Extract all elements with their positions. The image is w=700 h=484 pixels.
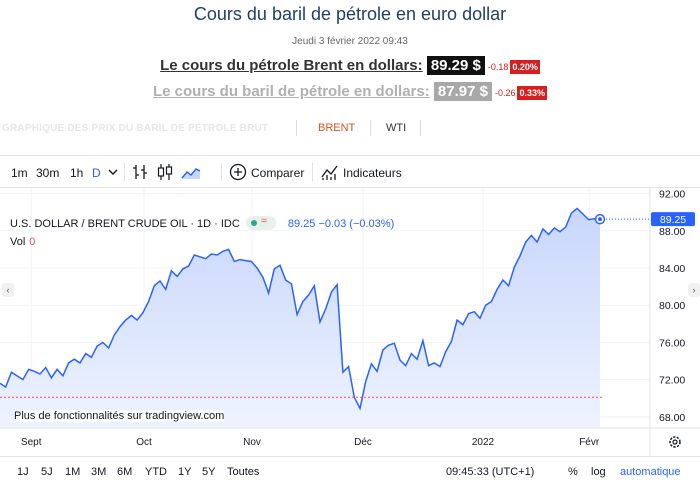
time-tick-label: Déc xyxy=(354,437,372,448)
timeframe-1h-button[interactable]: 1h xyxy=(70,166,84,180)
price-tick-label: 88.00 xyxy=(659,226,685,238)
price-chart[interactable]: 92.00 88.00 84.00 80.00 76.00 72.00 68.00 Sept… xyxy=(0,188,700,456)
price-line xyxy=(0,207,601,411)
price-axis: 92.00 88.00 84.00 80.00 76.00 72.00 68.00 xyxy=(659,189,685,424)
brent-price-percent-badge: 0.20% xyxy=(510,60,540,74)
auto-scale-toggle[interactable]: automatique xyxy=(620,466,681,478)
tab-brent[interactable]: BRENT xyxy=(318,122,356,134)
brent-price-link[interactable]: Le cours du pétrole Brent en dollars: xyxy=(160,57,423,74)
range-bar: 1J 5J 1M 3M 6M YTD 1Y 5Y Toutes 09:45:33… xyxy=(0,456,700,484)
brent-price-change: -0.18 xyxy=(487,62,509,72)
tab-wti[interactable]: WTI xyxy=(386,122,407,134)
price-tick-label: 68.00 xyxy=(659,412,685,424)
scroll-right-arrow-icon[interactable]: › xyxy=(688,283,700,297)
range-ytd-button[interactable]: YTD xyxy=(145,466,167,478)
baril-price-change: -0.26 xyxy=(494,88,516,98)
chevron-down-icon[interactable] xyxy=(106,162,120,182)
last-price-dot-center xyxy=(598,217,602,222)
area-chart-icon[interactable] xyxy=(180,162,202,182)
compare-button[interactable]: Comparer xyxy=(251,166,305,180)
indicators-button[interactable]: Indicateurs xyxy=(343,166,402,180)
price-area xyxy=(0,208,600,428)
baril-price-link[interactable]: Le cours du baril de pétrole en dollars: xyxy=(153,83,430,100)
timeframe-d-button[interactable]: D xyxy=(92,166,101,180)
range-5y-button[interactable]: 5Y xyxy=(202,466,216,478)
approx-symbol: ≈ xyxy=(260,215,267,227)
plus-circle-icon[interactable] xyxy=(228,162,248,182)
toolbar-divider xyxy=(221,163,222,181)
toolbar-divider xyxy=(124,163,125,181)
chart-tabs: GRAPHIQUE DES PRIX DU BARIL DE PÉTROLE B… xyxy=(0,116,700,142)
scroll-left-arrow-icon[interactable]: ‹ xyxy=(2,283,14,297)
volume-legend: Vol 0 xyxy=(10,236,35,248)
time-tick-label: Oct xyxy=(136,437,152,448)
page-date: Jeudi 3 février 2022 09:43 xyxy=(292,36,408,47)
range-6m-button[interactable]: 6M xyxy=(117,466,133,478)
quote-values: 89.25 −0.03 (−0.03%) xyxy=(287,218,395,230)
settings-gear-icon xyxy=(669,436,681,448)
market-status-pill[interactable]: ≈ xyxy=(245,215,276,230)
price-tick-label: 72.00 xyxy=(659,375,685,387)
symbol-title: U.S. DOLLAR / BRENT CRUDE OIL · 1D · IDC xyxy=(10,218,240,230)
time-tick-label: Nov xyxy=(243,437,261,448)
price-tick-label: 92.00 xyxy=(659,189,685,201)
time-tick-label: 2022 xyxy=(472,437,495,448)
candles-icon[interactable] xyxy=(155,162,175,182)
tab-divider xyxy=(370,120,371,136)
tab-divider xyxy=(296,120,297,136)
baril-price-line: Le cours du baril de pétrole en dollars:… xyxy=(0,82,700,101)
range-1m-button[interactable]: 1M xyxy=(65,466,81,478)
indicators-icon[interactable] xyxy=(320,162,340,182)
range-1y-button[interactable]: 1Y xyxy=(178,466,192,478)
timeframe-30m-button[interactable]: 30m xyxy=(36,166,60,180)
chart-legend: U.S. DOLLAR / BRENT CRUDE OIL · 1D · IDC… xyxy=(10,215,395,230)
chart-toolbar: 1m 30m 1h D xyxy=(0,156,700,188)
timeframe-1m-button[interactable]: 1m xyxy=(11,166,28,180)
tradingview-watermark-link[interactable]: Plus de fonctionnalités sur tradingview.… xyxy=(14,410,225,422)
vol-value: 0 xyxy=(29,236,36,248)
range-1j-button[interactable]: 1J xyxy=(17,466,29,478)
page-title: Cours du baril de pétrole en euro dollar xyxy=(193,4,507,24)
price-tick-label: 76.00 xyxy=(659,337,685,349)
price-tag-label: 89.25 xyxy=(660,214,686,226)
vol-label: Vol xyxy=(10,236,26,248)
status-dot-icon xyxy=(250,220,257,226)
price-tick-label: 80.00 xyxy=(659,300,685,312)
range-all-button[interactable]: Toutes xyxy=(227,466,260,478)
price-tick-label: 84.00 xyxy=(659,263,685,275)
time-axis: Sept Oct Nov Déc 2022 Févr xyxy=(21,437,600,448)
bar-chart-icon[interactable] xyxy=(130,162,150,182)
toolbar-divider xyxy=(312,163,313,181)
baril-price-value: 87.97 $ xyxy=(433,82,492,101)
chart-caption: GRAPHIQUE DES PRIX DU BARIL DE PÉTROLE B… xyxy=(2,123,269,134)
tradingview-widget: 1m 30m 1h D xyxy=(0,155,700,484)
time-tick-label: Févr xyxy=(579,437,600,448)
tab-divider xyxy=(420,120,421,136)
range-5j-button[interactable]: 5J xyxy=(41,466,53,478)
range-3m-button[interactable]: 3M xyxy=(91,466,107,478)
price-tag: 89.25 xyxy=(651,212,695,226)
brent-price-line: Le cours du pétrole Brent en dollars: 89… xyxy=(0,56,700,75)
baril-price-percent-badge: 0.33% xyxy=(517,86,547,100)
percent-toggle[interactable]: % xyxy=(568,466,578,478)
time-tick-label: Sept xyxy=(21,437,42,448)
brent-price-value: 89.29 $ xyxy=(426,56,485,75)
clock-timezone-button[interactable]: 09:45:33 (UTC+1) xyxy=(446,466,535,478)
log-toggle[interactable]: log xyxy=(591,466,606,478)
